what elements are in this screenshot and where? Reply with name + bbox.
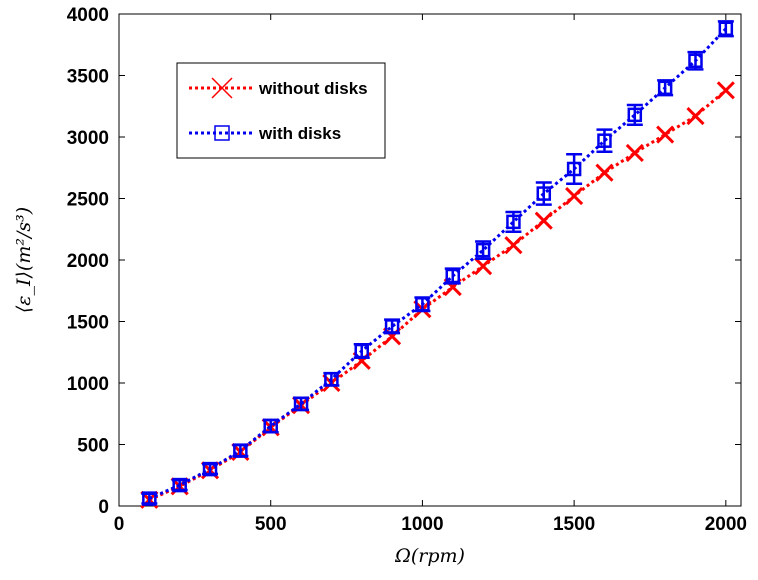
y-tick-label: 1500 bbox=[67, 313, 109, 334]
data-point bbox=[504, 236, 523, 255]
legend-marker-without-disks bbox=[211, 77, 233, 99]
data-point bbox=[625, 143, 644, 163]
data-point bbox=[595, 163, 614, 182]
data-point bbox=[656, 125, 675, 144]
y-tick-label: 4000 bbox=[67, 5, 109, 26]
data-point bbox=[172, 477, 187, 493]
data-point bbox=[536, 186, 552, 201]
data-point bbox=[534, 211, 553, 230]
data-point bbox=[142, 491, 157, 506]
data-point bbox=[354, 343, 369, 359]
legend-marker-with-disks bbox=[214, 125, 230, 141]
x-tick-label: 500 bbox=[255, 514, 287, 535]
series-layer bbox=[140, 20, 735, 509]
data-point bbox=[627, 107, 643, 123]
y-tick-label: 3000 bbox=[67, 128, 109, 149]
data-point bbox=[263, 418, 278, 434]
error-bar bbox=[596, 128, 613, 154]
x-tick-label: 2000 bbox=[705, 514, 747, 535]
data-point bbox=[506, 214, 521, 230]
data-point bbox=[597, 133, 612, 148]
legend-label-without-disks: without disks bbox=[258, 79, 368, 98]
data-point bbox=[718, 21, 734, 37]
x-tick-label: 1500 bbox=[553, 514, 595, 535]
series-with-disks bbox=[141, 20, 734, 506]
legend: without disks with disks bbox=[176, 62, 386, 159]
data-point bbox=[474, 257, 493, 276]
y-tick-label: 1000 bbox=[67, 374, 109, 395]
error-bar bbox=[535, 181, 552, 206]
error-bar bbox=[566, 152, 583, 185]
y-axis-label: ⟨ε_I⟩(m²/s³) bbox=[13, 207, 35, 313]
legend-label-with-disks: with disks bbox=[258, 124, 341, 143]
y-tick-label: 0 bbox=[98, 497, 109, 518]
x-tick-label: 0 bbox=[114, 514, 125, 535]
data-point bbox=[415, 297, 430, 312]
data-point bbox=[445, 268, 461, 284]
data-point bbox=[657, 80, 673, 96]
data-point bbox=[475, 242, 491, 258]
axis-ticks: 0 500 1000 1500 2000 0 500 1000 1500 2000 2500 3000… bbox=[67, 5, 747, 535]
y-tick-label: 3500 bbox=[67, 67, 109, 88]
data-point bbox=[565, 186, 584, 206]
legend-box bbox=[176, 62, 386, 159]
data-point bbox=[716, 81, 735, 100]
data-point bbox=[293, 396, 309, 412]
data-point bbox=[324, 372, 339, 387]
data-point bbox=[233, 443, 248, 458]
x-axis-label: Ω(rpm) bbox=[394, 545, 465, 567]
y-tick-label: 2000 bbox=[67, 251, 109, 272]
data-point bbox=[384, 319, 400, 334]
data-point bbox=[566, 161, 582, 177]
x-tick-label: 1000 bbox=[401, 514, 443, 535]
data-point bbox=[686, 107, 705, 126]
data-point bbox=[688, 53, 703, 68]
y-tick-label: 2500 bbox=[67, 190, 109, 211]
data-point bbox=[202, 461, 218, 477]
y-tick-label: 500 bbox=[77, 436, 109, 457]
